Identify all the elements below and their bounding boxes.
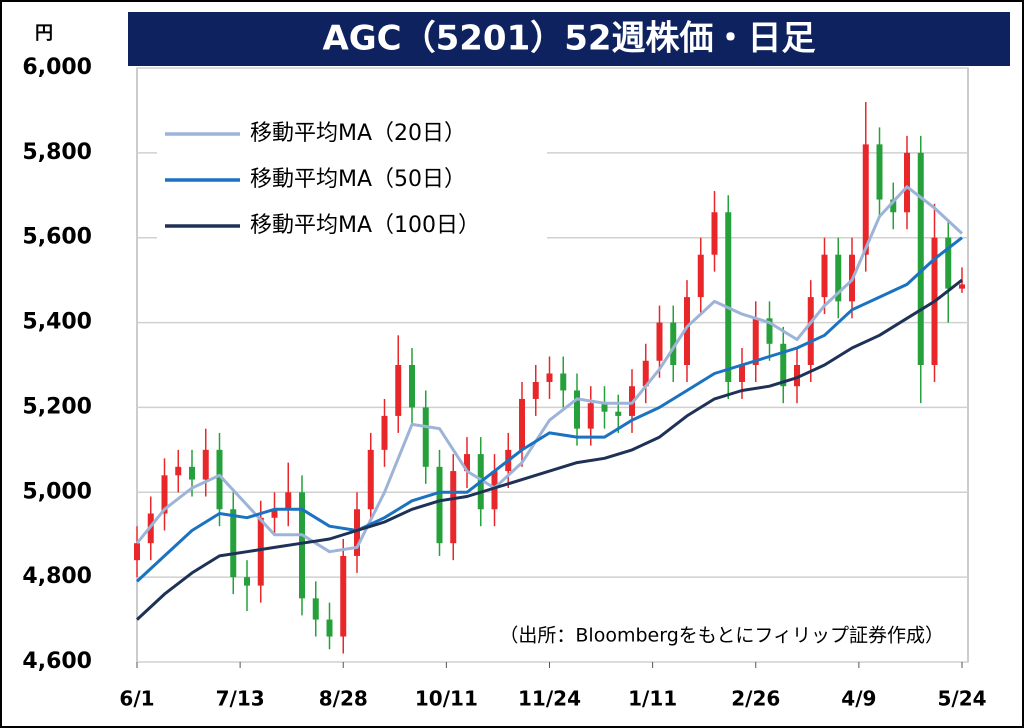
candle-body — [890, 199, 897, 213]
candle-body — [794, 365, 800, 387]
legend-label: 移動平均MA（20日） — [250, 121, 466, 146]
candle-body — [271, 509, 278, 518]
x-tick-label: 1/11 — [628, 687, 677, 711]
candle-body — [642, 360, 649, 387]
candle-body — [257, 517, 264, 586]
candle-body — [780, 343, 787, 387]
candle-body — [230, 509, 237, 578]
y-tick-label: 4,600 — [22, 649, 92, 674]
x-tick-label: 10/11 — [415, 687, 478, 711]
x-tick-label: 11/24 — [518, 687, 581, 711]
candle-body — [161, 475, 168, 514]
candle-body — [340, 555, 347, 637]
candle-body — [326, 619, 333, 637]
candle-body — [464, 454, 470, 472]
candle-body — [202, 449, 209, 480]
y-tick-label: 5,600 — [22, 225, 92, 250]
candle-body — [285, 492, 292, 510]
candle-body — [862, 144, 869, 255]
candle-body — [244, 577, 250, 586]
candle-body — [312, 598, 319, 620]
candle-body — [367, 449, 374, 510]
candle-body — [711, 212, 718, 255]
source-note: （出所：Bloombergをもとにフィリップ証券作成） — [499, 625, 944, 647]
legend-label: 移動平均MA（50日） — [250, 167, 466, 192]
candle-body — [904, 152, 910, 213]
candle-body — [601, 403, 608, 412]
candle-body — [175, 466, 182, 476]
candle-body — [725, 212, 732, 382]
x-tick-label: 8/28 — [319, 687, 368, 711]
candle-body — [546, 373, 553, 382]
candle-body — [381, 415, 388, 450]
x-tick-label: 2/26 — [731, 687, 780, 711]
candle-body — [574, 390, 580, 429]
x-tick-label: 7/13 — [216, 687, 265, 711]
candle-body — [532, 381, 539, 399]
candle-body — [670, 322, 677, 365]
candle-body — [876, 144, 883, 200]
y-tick-label: 6,000 — [22, 55, 92, 80]
y-tick-label: 4,800 — [22, 564, 92, 589]
candle-body — [409, 365, 415, 408]
candle-body — [436, 466, 443, 544]
candle-body — [395, 365, 402, 416]
candle-body — [450, 471, 457, 544]
y-tick-label: 5,200 — [22, 394, 92, 419]
candle-body — [807, 297, 814, 365]
marks — [134, 101, 965, 654]
candle-body — [684, 297, 690, 365]
candle-body — [422, 407, 429, 467]
candle-body — [917, 152, 924, 365]
candle-body — [945, 237, 952, 289]
candle-body — [766, 318, 773, 344]
candle-body — [697, 254, 704, 298]
candle-body — [189, 466, 195, 480]
candle-body — [134, 543, 140, 561]
candle-body — [354, 509, 360, 556]
candle-body — [299, 492, 305, 599]
candle-body — [587, 403, 594, 429]
candle-body — [821, 254, 828, 298]
y-tick-label: 5,800 — [22, 140, 92, 165]
y-tick-label: 5,400 — [22, 310, 92, 335]
candle-body — [656, 322, 663, 361]
y-tick-label: 5,000 — [22, 479, 92, 504]
ma-line — [135, 278, 963, 621]
candle-body — [519, 398, 525, 450]
x-tick-label: 4/9 — [841, 687, 876, 711]
ma-line — [135, 185, 964, 554]
candle-body — [560, 373, 567, 391]
chart-title: AGC（5201）52週株価・日足 — [322, 19, 815, 59]
legend-label: 移動平均MA（100日） — [250, 213, 480, 238]
ma-line — [135, 236, 963, 583]
y-unit: 円 — [35, 23, 53, 44]
title-bar — [128, 12, 1010, 66]
legend-items: 移動平均MA（20日） 移動平均MA（50日） 移動平均MA（100日） — [165, 121, 480, 238]
candle-body — [959, 284, 965, 289]
candle-body — [216, 449, 223, 510]
grid: 4,600 4,800 5,000 5,200 5,400 5,600 5,800 6,000… — [22, 55, 986, 711]
candle-body — [835, 254, 842, 302]
x-tick-label: 5/24 — [937, 687, 986, 711]
candle-body — [739, 365, 745, 382]
candle-body — [615, 411, 622, 416]
x-tick-label: 6/1 — [119, 687, 154, 711]
candle-body — [491, 471, 498, 510]
candle-body — [752, 318, 759, 365]
